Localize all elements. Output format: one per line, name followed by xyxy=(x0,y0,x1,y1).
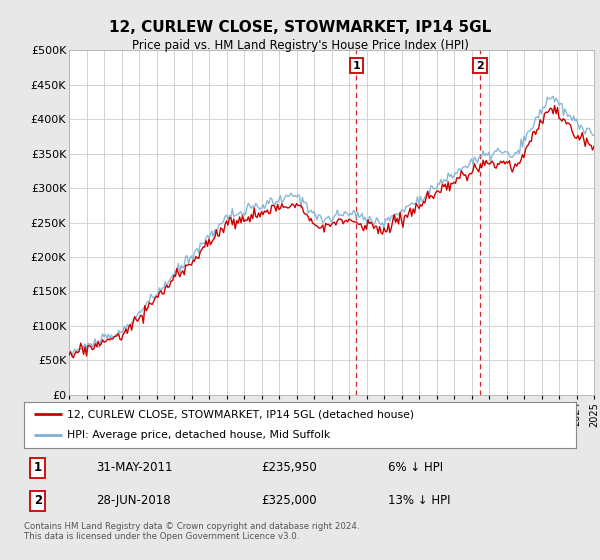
Text: 28-JUN-2018: 28-JUN-2018 xyxy=(96,494,170,507)
Text: 13% ↓ HPI: 13% ↓ HPI xyxy=(388,494,451,507)
Text: Contains HM Land Registry data © Crown copyright and database right 2024.
This d: Contains HM Land Registry data © Crown c… xyxy=(24,522,359,542)
Text: 6% ↓ HPI: 6% ↓ HPI xyxy=(388,461,443,474)
Text: 2: 2 xyxy=(476,60,484,71)
Text: 2: 2 xyxy=(34,494,42,507)
Text: 12, CURLEW CLOSE, STOWMARKET, IP14 5GL: 12, CURLEW CLOSE, STOWMARKET, IP14 5GL xyxy=(109,20,491,35)
Text: Price paid vs. HM Land Registry's House Price Index (HPI): Price paid vs. HM Land Registry's House … xyxy=(131,39,469,52)
Text: 12, CURLEW CLOSE, STOWMARKET, IP14 5GL (detached house): 12, CURLEW CLOSE, STOWMARKET, IP14 5GL (… xyxy=(67,409,414,419)
Text: £325,000: £325,000 xyxy=(262,494,317,507)
Text: 1: 1 xyxy=(34,461,42,474)
Text: 31-MAY-2011: 31-MAY-2011 xyxy=(96,461,172,474)
Text: £235,950: £235,950 xyxy=(262,461,317,474)
Text: HPI: Average price, detached house, Mid Suffolk: HPI: Average price, detached house, Mid … xyxy=(67,431,331,441)
Text: 1: 1 xyxy=(352,60,360,71)
